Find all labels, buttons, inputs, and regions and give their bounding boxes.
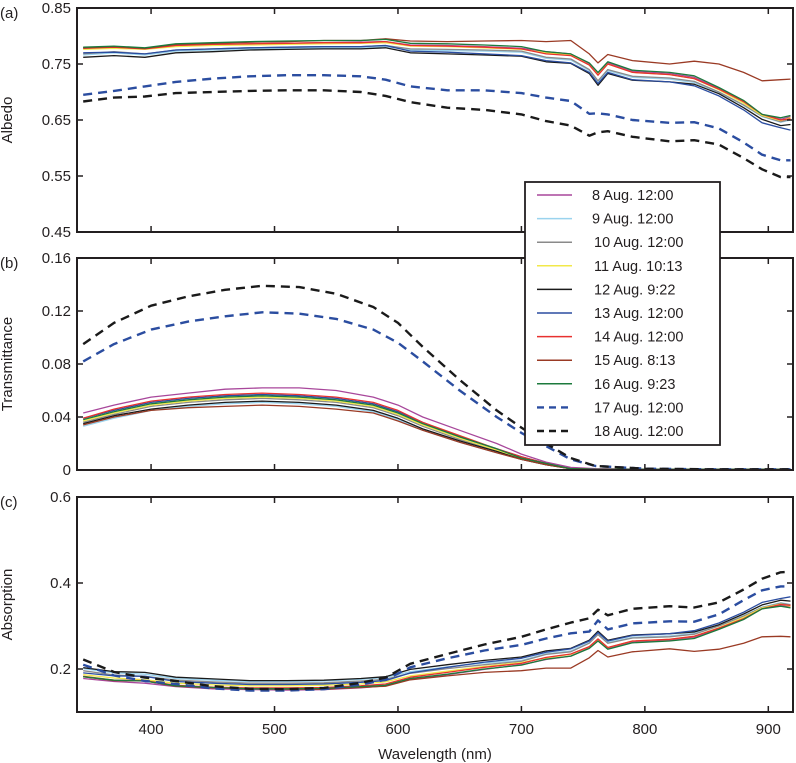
x-tick-label: 600 — [385, 721, 410, 738]
x-tick-label: 700 — [509, 721, 534, 738]
legend-entry: 15 Aug. 8:13 — [537, 353, 675, 369]
panel-label: (a) — [0, 5, 18, 22]
x-tick-label: 400 — [139, 721, 164, 738]
legend-label: 17 Aug. 12:00 — [594, 400, 684, 416]
y-tick-label: 0.6 — [50, 489, 71, 506]
y-axis-label: Transmittance — [0, 317, 16, 411]
legend-entry: 14 Aug. 12:00 — [537, 330, 684, 346]
series-line-7 — [83, 40, 791, 121]
plot-frame — [76, 496, 794, 713]
legend-entry: 12 Aug. 9:22 — [537, 282, 675, 298]
series-line-9 — [83, 38, 791, 119]
legend: 8 Aug. 12:00 9 Aug. 12:00 10 Aug. 12:00 11 … — [524, 181, 721, 446]
y-tick-label: 0.55 — [42, 168, 71, 185]
legend-label: 15 Aug. 8:13 — [594, 353, 675, 369]
legend-label: 9 Aug. 12:00 — [592, 212, 673, 228]
series-line-10 — [82, 311, 791, 471]
legend-entry: 16 Aug. 9:23 — [537, 377, 675, 393]
legend-label: 11 Aug. 10:13 — [594, 259, 682, 275]
series-line-10 — [82, 585, 791, 692]
x-tick-label: 900 — [756, 721, 781, 738]
panel-b: 0.16 0.12 0.08 0.04 0 Transmittance (b) — [0, 250, 794, 479]
y-axis-label: Absorption — [0, 569, 16, 641]
legend-label: 10 Aug. 12:00 — [594, 235, 684, 251]
y-axis-label: Albedo — [0, 97, 16, 144]
legend-label: 8 Aug. 12:00 — [592, 188, 673, 204]
panel-c: 0.6 0.4 0.2 Absorption (c) 400 500 600 700 800 900… — [0, 489, 794, 763]
y-tick-label: 0.16 — [42, 250, 71, 267]
legend-label: 18 Aug. 12:00 — [594, 424, 684, 440]
legend-entry: 10 Aug. 12:00 — [537, 235, 684, 251]
legend-label: 12 Aug. 9:22 — [594, 282, 675, 298]
y-tick-label: 0.08 — [42, 356, 71, 373]
panel-label: (b) — [0, 255, 18, 272]
series-line-6 — [83, 596, 791, 686]
legend-label: 13 Aug. 12:00 — [594, 306, 684, 322]
y-tick-label: 0.65 — [42, 112, 71, 129]
y-tick-label: 0.45 — [42, 224, 71, 241]
series-line-6 — [83, 44, 791, 131]
y-tick-label: 0.12 — [42, 303, 71, 320]
y-tick-label: 0.75 — [42, 56, 71, 73]
y-tick-label: 0 — [63, 462, 71, 479]
x-tick-label: 800 — [632, 721, 657, 738]
series-line-3 — [83, 602, 791, 684]
legend-label: 16 Aug. 9:23 — [594, 377, 675, 393]
series-line-9 — [83, 605, 791, 690]
legend-label: 14 Aug. 12:00 — [594, 330, 684, 346]
series-line-11 — [82, 570, 791, 691]
legend-entry: 8 Aug. 12:00 — [537, 188, 673, 204]
y-tick-label: 0.04 — [42, 409, 71, 426]
x-tick-label: 500 — [262, 721, 287, 738]
legend-entry: 17 Aug. 12:00 — [537, 400, 684, 416]
panel-a: 0.85 0.75 0.65 0.55 0.45 Albedo (a) — [0, 0, 794, 241]
series-line-2 — [83, 45, 791, 123]
legend-entry: 11 Aug. 10:13 — [537, 259, 682, 275]
y-tick-label: 0.85 — [42, 0, 71, 17]
panel-label: (c) — [0, 494, 18, 511]
series-line-5 — [83, 599, 791, 682]
y-tick-label: 0.4 — [50, 575, 71, 592]
series-line-11 — [82, 284, 791, 471]
legend-entry: 9 Aug. 12:00 — [537, 212, 673, 228]
legend-entry: 18 Aug. 12:00 — [537, 424, 684, 440]
series-line-10 — [83, 73, 791, 162]
series-line-11 — [83, 89, 791, 179]
legend-entry: 13 Aug. 12:00 — [537, 306, 684, 322]
series-line-5 — [83, 47, 791, 127]
y-tick-label: 0.2 — [50, 661, 71, 678]
x-axis-label: Wavelength (nm) — [378, 746, 492, 763]
